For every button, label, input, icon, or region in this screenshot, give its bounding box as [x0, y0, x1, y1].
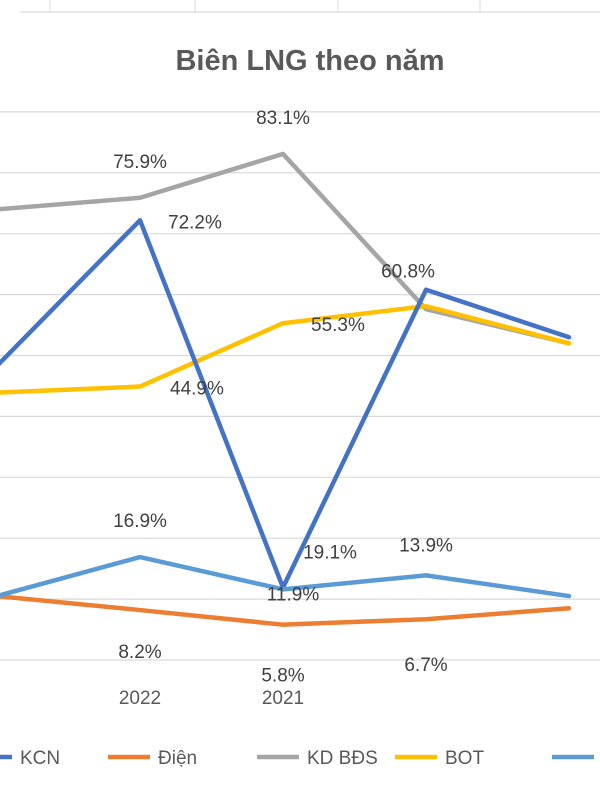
gridlines: [0, 111, 600, 661]
x-tick-label: 2022: [119, 688, 161, 709]
legend-label: KCN: [20, 748, 60, 769]
series-line-5: [0, 554, 572, 599]
data-label: 75.9%: [113, 152, 167, 173]
data-label: 8.2%: [118, 642, 161, 663]
series-line-2: [0, 594, 572, 627]
series-lines: [0, 151, 572, 627]
data-label: 55.3%: [311, 315, 365, 336]
series-line-4: [0, 303, 572, 395]
data-label: 5.8%: [261, 666, 304, 687]
data-label: 44.9%: [170, 379, 224, 400]
data-label: 19.1%: [303, 542, 357, 563]
data-label: 60.8%: [381, 262, 435, 283]
series-line-3: [0, 151, 572, 346]
legend-label: Điện: [158, 748, 197, 769]
data-label: 16.9%: [113, 511, 167, 532]
data-label: 11.9%: [267, 585, 320, 606]
top-border-ticks: [49, 0, 481, 12]
x-axis-tick-labels: 2022 2021: [119, 688, 304, 709]
data-label: 6.7%: [404, 655, 447, 676]
chart-title: Biên LNG theo năm: [175, 45, 444, 77]
legend-label: KD BĐS: [307, 748, 378, 769]
series-line-1: [0, 218, 572, 590]
data-label: 83.1%: [256, 108, 310, 129]
legend: KCN Điện KD BĐS BOT: [0, 748, 594, 769]
data-label: 13.9%: [399, 535, 453, 556]
data-labels: 48.3%72.2%11.9%60.8%8.2%5.8%6.7%75.9%83.…: [113, 108, 453, 687]
data-label: 72.2%: [168, 212, 222, 233]
legend-label: BOT: [445, 748, 484, 769]
x-tick-label: 2021: [262, 688, 304, 709]
